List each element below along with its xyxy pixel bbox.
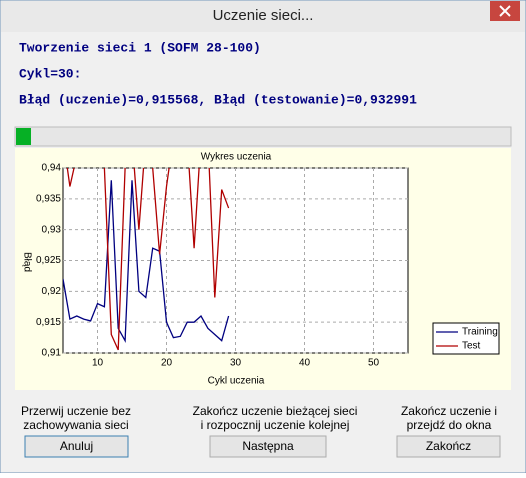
button-description: Zakończ uczenie i [401, 404, 497, 418]
chart-title: Wykres uczenia [201, 152, 272, 163]
y-tick-label: 0,92 [42, 286, 62, 297]
status-line: Tworzenie sieci 1 (SOFM 28-100) [19, 40, 261, 55]
close-icon [499, 5, 511, 17]
x-tick-label: 20 [161, 358, 173, 369]
x-tick-label: 40 [299, 358, 311, 369]
button-label: Zakończ [426, 439, 471, 453]
title-bar [1, 1, 525, 32]
x-tick-label: 10 [92, 358, 104, 369]
button-description: przejdź do okna [407, 418, 492, 432]
y-tick-label: 0,915 [36, 317, 61, 328]
status-line: Błąd (uczenie)=0,915568, Błąd (testowani… [19, 92, 417, 107]
x-axis-label: Cykl uczenia [208, 376, 265, 387]
button[interactable] [24, 435, 129, 458]
progress-bar [14, 126, 512, 147]
series-line [63, 180, 230, 343]
window-title: Uczenie sieci... [213, 7, 314, 24]
legend-label: Test [462, 341, 481, 352]
button-description: Zakończ uczenie bieżącej sieci [193, 404, 358, 418]
y-tick-label: 0,935 [36, 193, 61, 204]
button-description: zachowywania sieci [23, 418, 128, 432]
button[interactable] [209, 435, 327, 458]
x-tick-label: 30 [230, 358, 242, 369]
y-tick-label: 0,94 [42, 163, 62, 174]
button-label: Następna [242, 439, 294, 453]
legend-label: Training [462, 327, 498, 338]
x-tick-label: 50 [368, 358, 380, 369]
y-tick-label: 0,91 [42, 348, 62, 359]
status-line: Cykl=30: [19, 66, 81, 81]
button[interactable] [396, 435, 501, 458]
y-tick-label: 0,93 [42, 224, 62, 235]
button-label: Anuluj [60, 439, 93, 453]
y-axis-label: Błąd [21, 252, 32, 272]
plot-lines [63, 168, 230, 351]
y-tick-label: 0,925 [36, 255, 61, 266]
button-description: i rozpocznij uczenie kolejnej [201, 418, 350, 432]
button-description: Przerwij uczenie bez [21, 404, 131, 418]
legend-box [432, 322, 500, 355]
progress-fill [16, 128, 31, 145]
